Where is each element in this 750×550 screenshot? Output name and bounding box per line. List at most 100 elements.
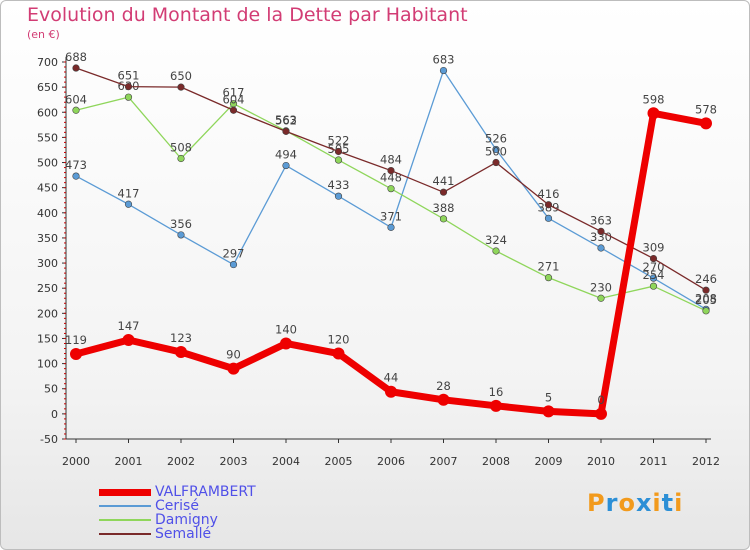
data-point-cerise [597,244,605,252]
data-point-cerise [544,214,553,222]
data-label-valframbert: 119 [65,333,87,347]
data-label-semalle: 441 [433,174,455,188]
logo-letter: i [674,489,684,517]
data-point-cerise [387,223,395,231]
data-point-semalle [177,83,185,91]
data-point-semalle [229,106,238,114]
data-label-damigny: 205 [695,293,717,307]
data-point-cerise [229,260,238,269]
data-point-valframbert [595,407,607,420]
x-tick-label: 2009 [535,455,563,468]
data-point-semalle [702,286,710,294]
data-label-semalle: 309 [643,241,665,255]
y-tick-label: -50 [40,433,58,446]
data-label-cerise: 526 [485,131,507,145]
data-point-cerise [439,66,448,75]
data-label-valframbert: 44 [384,371,399,385]
data-label-cerise: 683 [433,53,455,67]
data-label-valframbert: 147 [118,319,140,333]
x-tick-label: 2002 [167,455,195,468]
data-point-damigny [334,156,343,164]
data-point-semalle [72,64,80,72]
data-label-cerise: 330 [590,230,612,244]
data-label-damigny: 617 [223,86,245,100]
data-point-valframbert [175,346,187,359]
data-label-cerise: 371 [380,209,402,223]
data-point-semalle [282,127,290,135]
data-label-valframbert: 598 [643,92,665,106]
x-tick-label: 2005 [325,455,353,468]
y-tick-label: 400 [37,207,58,220]
x-tick-label: 2000 [62,455,90,468]
legend-item-valframbert: VALFRAMBERT [99,485,256,499]
data-point-valframbert [227,362,240,375]
x-tick-label: 2006 [377,455,405,468]
data-label-damigny: 230 [590,280,612,294]
data-label-semalle: 500 [485,145,507,159]
data-point-damigny [544,274,553,282]
data-point-damigny [124,93,133,101]
logo-letter: i [652,489,662,517]
data-label-cerise: 270 [643,260,665,274]
logo-letter: P [587,489,606,517]
data-point-cerise [649,274,658,282]
data-label-cerise: 494 [275,148,297,162]
data-point-cerise [72,172,80,180]
data-label-semalle: 416 [538,187,560,201]
data-point-valframbert [647,107,660,120]
legend-label-semalle: Semallé [155,526,212,542]
x-tick-label: 2007 [430,455,458,468]
data-point-damigny [439,215,448,223]
y-tick-label: 550 [37,131,58,144]
data-label-cerise: 208 [695,291,717,305]
data-label-valframbert: 90 [226,348,241,362]
y-tick-label: 600 [37,106,58,119]
y-tick-label: 500 [37,157,58,170]
y-tick-label: 150 [37,332,58,345]
data-point-damigny [72,106,80,114]
data-label-semalle: 688 [65,50,87,64]
legend-swatch-damigny [99,519,151,521]
data-label-semalle: 484 [380,153,402,167]
data-point-valframbert [385,385,397,398]
y-tick-label: 250 [37,282,58,295]
data-label-damigny: 388 [433,201,455,215]
y-tick-label: 700 [37,56,58,69]
legend-label-valframbert: VALFRAMBERT [155,484,256,500]
data-point-valframbert [437,393,450,406]
data-point-semalle [439,188,448,196]
data-label-semalle: 363 [590,213,612,227]
data-point-cerise [492,145,500,154]
data-point-valframbert [542,405,555,418]
chart-title: Evolution du Montant de la Dette par Hab… [27,4,468,26]
x-tick-label: 2008 [482,455,510,468]
data-label-cerise: 356 [170,217,192,231]
data-point-valframbert [332,347,345,360]
legend: VALFRAMBERT Cerisé Damigny Semallé [99,485,256,541]
data-label-valframbert: 120 [328,333,350,347]
x-tick-label: 2004 [272,455,300,468]
proxiti-logo[interactable]: Proxiti [587,489,683,517]
data-label-damigny: 254 [643,268,665,282]
data-label-valframbert: 123 [170,331,192,345]
data-label-damigny: 508 [170,141,192,155]
data-label-semalle: 562 [275,113,297,127]
data-label-damigny: 604 [65,92,87,106]
legend-label-cerise: Cerisé [155,498,199,514]
y-tick-label: 350 [37,232,58,245]
y-tick-label: 450 [37,182,58,195]
data-point-semalle [124,83,133,91]
data-point-semalle [544,201,553,209]
data-point-damigny [387,185,395,193]
data-point-valframbert [280,337,292,350]
data-point-valframbert [700,117,712,130]
data-point-valframbert [70,348,82,361]
data-label-semalle: 651 [118,69,140,83]
data-label-semalle: 604 [223,92,245,106]
legend-swatch-cerise [99,505,151,507]
data-label-valframbert: 578 [695,102,717,116]
x-tick-label: 2011 [640,455,668,468]
data-label-semalle: 650 [170,69,192,83]
data-label-valframbert: 140 [275,322,297,336]
data-label-damigny: 563 [275,113,297,127]
